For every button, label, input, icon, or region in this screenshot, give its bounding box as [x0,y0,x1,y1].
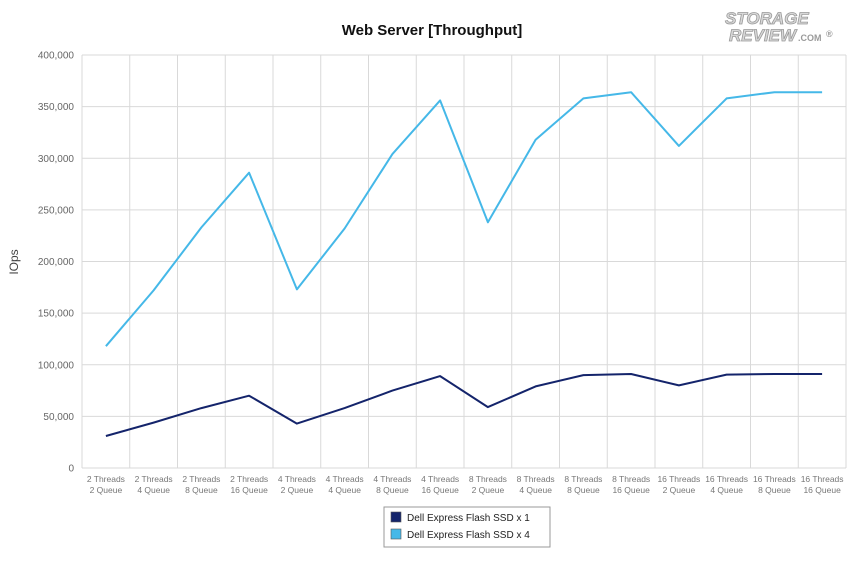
y-tick-label: 400,000 [38,51,75,62]
logo-suffix: .COM [798,33,822,43]
series-line-2 [105,91,823,347]
series-line-1 [105,373,823,437]
x-tick-label-queue: 2 Queue [663,485,696,495]
x-tick-label-threads: 8 Threads [612,474,650,484]
x-tick-label-threads: 4 Threads [278,474,316,484]
y-tick-label: 200,000 [38,257,75,268]
x-tick-label-threads: 8 Threads [517,474,555,484]
x-tick-label-threads: 16 Threads [801,474,844,484]
legend-box [383,506,551,548]
x-tick-label-threads: 8 Threads [564,474,602,484]
x-tick-label-threads: 16 Threads [657,474,700,484]
x-tick-label-threads: 4 Threads [421,474,459,484]
x-tick-label-queue: 4 Queue [710,485,743,495]
y-tick-label: 50,000 [43,412,74,423]
x-tick-label-queue: 16 Queue [230,485,268,495]
x-tick-label-threads: 2 Threads [135,474,173,484]
x-tick-label-queue: 2 Queue [281,485,314,495]
y-tick-label: 100,000 [38,360,75,371]
logo-registered-mark: ® [826,29,833,39]
legend-item-1: Dell Express Flash SSD x 1 [390,511,530,524]
legend-label: Dell Express Flash SSD x 1 [407,513,530,524]
x-tick-label-queue: 4 Queue [137,485,170,495]
chart-title: Web Server [Throughput] [342,22,523,39]
y-tick-label: 0 [68,464,74,475]
logo-line-1: STORAGE [725,9,809,28]
y-axis-label: IOps [7,249,21,274]
x-tick-label-queue: 4 Queue [328,485,361,495]
x-tick-label-queue: 4 Queue [519,485,552,495]
x-tick-label-threads: 4 Threads [326,474,364,484]
x-tick-label-threads: 4 Threads [373,474,411,484]
y-tick-label: 300,000 [38,154,75,165]
legend-swatch [390,511,402,523]
x-tick-label-queue: 16 Queue [803,485,841,495]
y-tick-label: 150,000 [38,309,75,320]
x-tick-label-queue: 8 Queue [376,485,409,495]
x-tick-label-threads: 16 Threads [753,474,796,484]
x-tick-label-queue: 2 Queue [90,485,123,495]
x-tick-label-queue: 8 Queue [185,485,218,495]
y-tick-label: 350,000 [38,102,75,113]
y-tick-label: 250,000 [38,205,75,216]
chart-series [105,91,823,437]
x-tick-label-threads: 2 Threads [87,474,125,484]
legend-label: Dell Express Flash SSD x 4 [407,530,530,541]
storage-review-logo: STORAGE REVIEW .COM ® [725,9,833,46]
x-tick-label-threads: 16 Threads [705,474,748,484]
x-tick-label-threads: 8 Threads [469,474,507,484]
y-axis-ticks: 0 50,000 100,000 150,000 200,000 250,000 300,0… [38,51,75,475]
legend-swatch [390,528,402,540]
x-tick-label-threads: 2 Threads [230,474,268,484]
x-tick-label-threads: 2 Threads [182,474,220,484]
chart-legend: Dell Express Flash SSD x 1 Dell Express F… [383,506,551,548]
x-tick-label-queue: 16 Queue [421,485,459,495]
chart-grid [81,54,847,469]
x-tick-label-queue: 8 Queue [567,485,600,495]
x-tick-label-queue: 8 Queue [758,485,791,495]
x-tick-label-queue: 2 Queue [472,485,505,495]
logo-line-2: REVIEW [729,26,798,45]
x-tick-label-queue: 16 Queue [612,485,650,495]
legend-item-2: Dell Express Flash SSD x 4 [390,528,530,541]
